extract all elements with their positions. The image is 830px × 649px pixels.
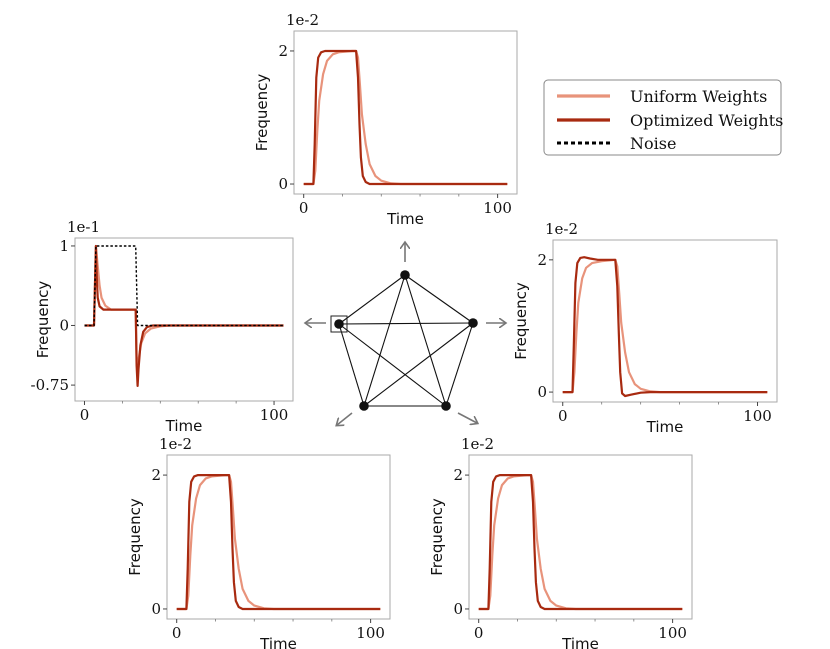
series-line — [478, 474, 683, 611]
legend: Uniform Weights Optimized Weights Noise — [543, 79, 783, 156]
y-tick-label: 2 — [453, 466, 463, 484]
y-axis-label: Frequency — [512, 282, 530, 360]
node — [468, 318, 478, 328]
x-tick-label: 100 — [483, 199, 512, 217]
network-diagram — [306, 243, 505, 425]
chart-bottom-right: 1e-2 0 2 0 100 Time Frequency — [428, 435, 693, 649]
axis-multiplier: 1e-2 — [461, 435, 494, 453]
plot-frame — [468, 454, 693, 620]
x-axis-label: Time — [646, 418, 684, 436]
legend-label-uniform: Uniform Weights — [630, 87, 767, 106]
node — [441, 401, 451, 411]
x-tick-label: 0 — [299, 199, 309, 217]
chart-top: 1e-2 0 2 0 100 Time Frequency — [253, 11, 518, 228]
y-tick-label: 1 — [59, 237, 69, 255]
series-line — [303, 49, 508, 186]
x-tick-label: 0 — [558, 407, 568, 425]
plot-frame — [552, 239, 778, 403]
y-tick-label: 0 — [59, 316, 69, 334]
edge — [404, 274, 474, 324]
edge — [404, 274, 447, 407]
chart-right: 1e-2 0 2 0 100 Time Frequency — [512, 220, 778, 436]
chart-left: 1e-1 -0.75 0 1 0 100 Time Frequency — [31, 218, 294, 435]
axis-multiplier: 1e-2 — [159, 435, 192, 453]
arrow-down-right-icon — [457, 412, 477, 423]
edge — [445, 322, 474, 407]
series-line — [84, 245, 284, 327]
x-tick-label: 100 — [260, 406, 289, 424]
x-tick-label: 0 — [172, 624, 182, 642]
x-tick-label: 100 — [356, 624, 385, 642]
noise-source-marker — [330, 315, 348, 333]
series-line — [84, 244, 284, 387]
charts: 1e-2 0 2 0 100 Time Frequency 1e-1 -0.75 0 1 0 100 Ti… — [31, 11, 778, 649]
x-tick-label: 100 — [658, 624, 687, 642]
x-tick-label: 0 — [80, 406, 90, 424]
edge — [338, 322, 474, 325]
legend-label-optimized: Optimized Weights — [630, 111, 783, 130]
y-tick-label: -0.75 — [31, 376, 69, 394]
axis-multiplier: 1e-1 — [67, 218, 100, 236]
axis-multiplier: 1e-2 — [545, 220, 578, 238]
x-tick-label: 0 — [474, 624, 484, 642]
y-tick-label: 2 — [537, 251, 547, 269]
node-arrows — [306, 243, 505, 425]
arrow-down-left-icon — [337, 412, 353, 425]
y-tick-label: 0 — [151, 600, 161, 618]
x-axis-label: Time — [165, 417, 203, 435]
network-edges — [338, 274, 474, 407]
y-tick-label: 2 — [151, 466, 161, 484]
edge — [338, 323, 447, 407]
y-tick-label: 2 — [278, 42, 288, 60]
series-line — [562, 256, 768, 398]
y-axis-label: Frequency — [34, 281, 52, 359]
y-tick-label: 0 — [453, 600, 463, 618]
edge — [338, 323, 365, 407]
plot-frame — [293, 30, 518, 195]
edge — [338, 274, 406, 325]
x-axis-label: Time — [561, 635, 599, 649]
plot-frame — [166, 454, 391, 620]
x-axis-label: Time — [386, 210, 424, 228]
edge — [363, 322, 474, 407]
y-axis-label: Frequency — [253, 74, 271, 152]
axis-multiplier: 1e-2 — [286, 11, 319, 29]
x-axis-label: Time — [259, 635, 297, 649]
edge — [363, 274, 406, 407]
node — [359, 401, 369, 411]
legend-label-noise: Noise — [630, 134, 676, 153]
legend-box — [543, 79, 782, 156]
y-axis-label: Frequency — [428, 498, 446, 576]
chart-bottom-left: 1e-2 0 2 0 100 Time Frequency — [126, 435, 391, 649]
series-line — [176, 474, 381, 611]
x-tick-label: 100 — [743, 407, 772, 425]
y-axis-label: Frequency — [126, 498, 144, 576]
y-tick-label: 0 — [537, 383, 547, 401]
node-noise-source — [334, 319, 344, 329]
plot-frame — [74, 237, 294, 402]
node — [400, 270, 410, 280]
y-tick-label: 0 — [278, 175, 288, 193]
